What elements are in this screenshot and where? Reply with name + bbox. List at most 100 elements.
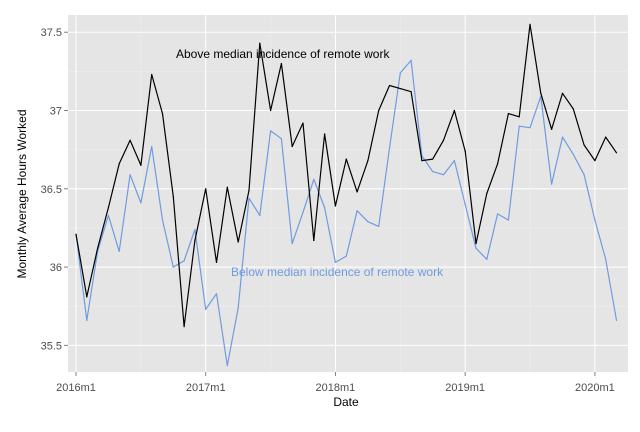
x-tick-label: 2019m1 (445, 382, 485, 394)
data-point (496, 163, 499, 165)
annotation-above-median: Above median incidence of remote work (176, 47, 390, 61)
data-point (529, 127, 531, 129)
data-point (486, 192, 488, 195)
data-point (183, 260, 185, 262)
data-point (399, 72, 401, 74)
data-point (518, 116, 520, 118)
data-point (399, 87, 401, 90)
y-tick-label: 35.5 (41, 340, 62, 352)
data-point (605, 136, 607, 138)
data-point (161, 219, 164, 221)
x-tick-label: 2016m1 (56, 382, 96, 394)
data-point (356, 191, 358, 193)
data-point (561, 92, 564, 94)
gridlines (68, 15, 628, 372)
data-point (269, 130, 272, 132)
data-point (518, 125, 520, 127)
data-point (464, 150, 466, 152)
data-point (107, 206, 110, 209)
data-point (313, 239, 315, 242)
data-point (75, 233, 77, 235)
data-point (86, 319, 88, 321)
y-tick-label: 36 (50, 262, 62, 274)
data-point (97, 247, 99, 249)
data-point (334, 205, 337, 207)
plot-panel (68, 15, 628, 372)
data-point (442, 174, 445, 176)
y-axis-title: Monthly Average Hours Worked (15, 110, 29, 279)
data-point (496, 213, 499, 215)
data-point (529, 23, 531, 25)
data-point (378, 225, 380, 227)
data-point (378, 109, 380, 112)
data-point (237, 241, 239, 243)
data-point (324, 133, 326, 135)
data-point (129, 174, 131, 176)
data-point (432, 158, 434, 160)
data-point (507, 113, 509, 115)
x-tick-label: 2020m1 (575, 382, 615, 394)
data-point (551, 183, 553, 185)
data-point (324, 206, 326, 209)
data-point (280, 62, 282, 65)
data-point (615, 152, 618, 154)
data-point (561, 136, 564, 138)
x-tick-label: 2018m1 (316, 382, 356, 394)
data-point (594, 160, 596, 162)
data-point (151, 145, 153, 148)
data-point (291, 145, 293, 148)
y-tick-label: 36.5 (41, 184, 62, 196)
data-point (129, 139, 131, 141)
data-point (237, 307, 239, 309)
data-point (302, 211, 304, 213)
x-axis: 2016m1 2017m1 2018m1 2019m1 2020m1 (56, 372, 615, 394)
data-point (140, 202, 142, 204)
data-point (475, 243, 477, 245)
data-point (486, 258, 488, 260)
data-point (226, 186, 228, 188)
data-point (269, 109, 272, 112)
data-point (313, 178, 315, 181)
data-point (356, 210, 358, 212)
series-lines (75, 23, 618, 367)
data-point (161, 113, 164, 115)
data-point (205, 188, 207, 190)
data-point (248, 189, 250, 191)
data-point (410, 59, 412, 62)
data-point (464, 203, 466, 206)
data-point (151, 73, 153, 76)
y-tick-label: 37.5 (41, 27, 62, 39)
data-point (215, 293, 218, 295)
data-point (410, 91, 412, 93)
data-point (118, 250, 120, 253)
data-point (107, 214, 110, 217)
data-point (183, 325, 185, 328)
data-point (583, 144, 585, 146)
data-point (583, 174, 585, 176)
data-point (86, 296, 88, 298)
data-point (594, 219, 596, 221)
data-point (572, 108, 574, 110)
data-point (248, 197, 250, 199)
data-point (453, 109, 455, 112)
data-point (291, 243, 293, 245)
y-axis: 35.5 36 36.5 37 37.5 (41, 27, 68, 352)
data-point (421, 160, 423, 162)
data-point (605, 258, 607, 260)
data-point (345, 255, 347, 257)
y-tick-label: 37 (50, 106, 62, 118)
data-point (475, 247, 477, 249)
data-point (507, 219, 509, 221)
data-point (388, 84, 391, 87)
data-point (259, 214, 261, 217)
data-point (334, 261, 337, 263)
data-point (345, 158, 347, 160)
data-point (551, 128, 553, 130)
x-axis-title: Date (333, 395, 359, 409)
data-point (172, 196, 174, 198)
data-point (226, 365, 228, 367)
data-point (442, 139, 445, 141)
data-point (388, 147, 391, 149)
data-point (194, 239, 196, 242)
